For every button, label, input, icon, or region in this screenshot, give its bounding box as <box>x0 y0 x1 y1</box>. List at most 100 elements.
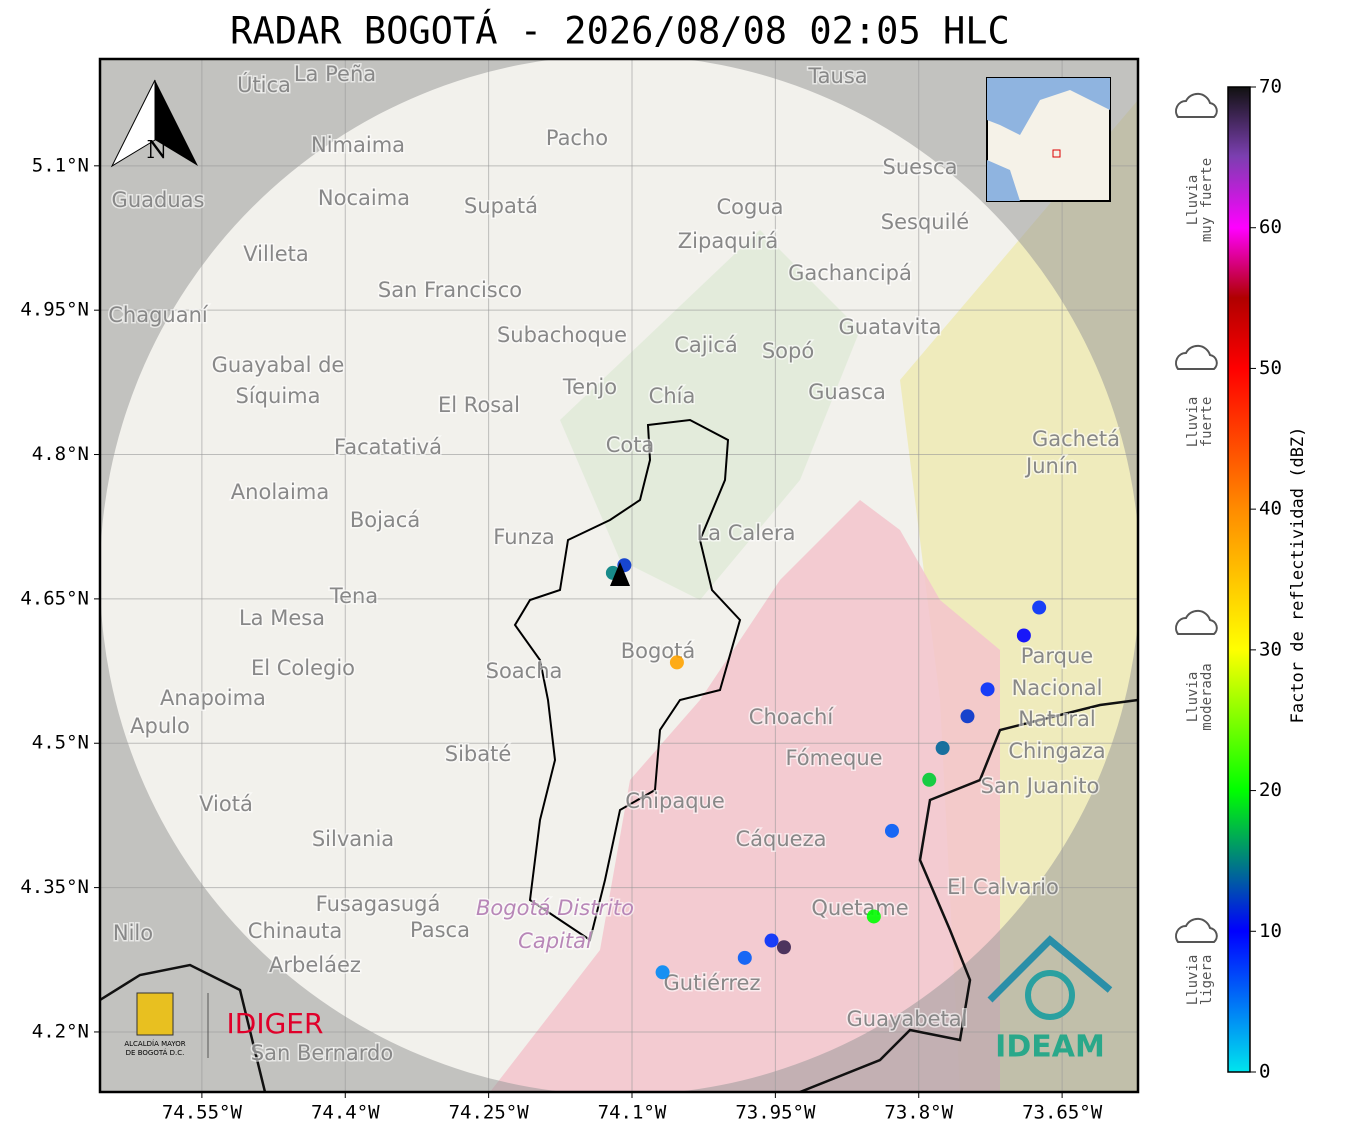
place-label: Chía <box>649 384 696 408</box>
place-label: Gachancipá <box>788 261 912 285</box>
place-label: Gachetá <box>1032 427 1120 451</box>
place-label: Tena <box>329 584 378 608</box>
y-tick-label: 4.5°N <box>32 732 89 754</box>
place-label: El Calvario <box>947 875 1059 899</box>
place-label: Supatá <box>464 194 538 218</box>
rain-label: Lluvia <box>1185 672 1201 723</box>
colorbar-tick-label: 20 <box>1259 779 1282 801</box>
rain-icon <box>1175 344 1218 370</box>
radar-echo <box>935 741 950 756</box>
place-label: Viotá <box>199 792 253 816</box>
place-label: Facatativá <box>334 435 442 459</box>
place-label: Bogotá <box>621 639 696 663</box>
radar-echo <box>776 940 791 955</box>
place-label: Tausa <box>807 64 867 88</box>
place-label: Bojacá <box>350 508 420 532</box>
place-label: La Peña <box>294 62 376 86</box>
place-label: Villeta <box>243 242 308 266</box>
colorbar-label: Factor de reflectividad (dBZ) <box>1288 427 1308 724</box>
place-label: Parque <box>1021 644 1093 668</box>
place-label: Pasca <box>410 918 470 942</box>
radar-echo <box>655 965 670 980</box>
place-label: Capital <box>518 929 592 953</box>
place-label: Zipaquirá <box>678 229 778 253</box>
place-label: Anolaima <box>231 480 329 504</box>
place-label: Síquima <box>236 384 321 408</box>
rain-icon <box>1175 917 1218 943</box>
place-label: Nacional <box>1012 676 1103 700</box>
title: RADAR BOGOTÁ - 2026/08/08 02:05 HLC <box>230 9 1010 53</box>
place-label: El Rosal <box>438 393 520 417</box>
radar-echo <box>922 772 937 787</box>
rain-label: Lluvia <box>1185 175 1201 226</box>
colorbar-tick-label: 30 <box>1259 638 1282 660</box>
place-label: Sopó <box>762 339 814 363</box>
place-label: Subachoque <box>497 323 627 347</box>
place-label: Pacho <box>546 126 608 150</box>
place-label: La Calera <box>696 521 795 545</box>
place-label: Choachí <box>749 705 835 729</box>
x-tick-label: 74.55°W <box>162 1102 243 1124</box>
place-label: Cogua <box>716 195 783 219</box>
place-label: Chipaque <box>625 789 725 813</box>
place-label: Sibaté <box>445 742 512 766</box>
x-tick-label: 73.65°W <box>1022 1102 1103 1124</box>
rain-label: ligera <box>1199 955 1215 1006</box>
y-tick-label: 4.65°N <box>20 587 89 609</box>
place-label: Cajicá <box>674 333 738 357</box>
ideam-logo: IDEAM <box>995 1030 1105 1065</box>
place-label: San Francisco <box>378 278 522 302</box>
radar-echo <box>1032 600 1047 615</box>
place-label: Fusagasugá <box>316 892 441 916</box>
place-label: Tenjo <box>562 375 617 399</box>
place-label: Chaguaní <box>108 303 209 327</box>
place-label: Gutiérrez <box>664 971 761 995</box>
colorbar-tick-label: 40 <box>1259 498 1282 520</box>
place-label: Guaduas <box>112 188 205 212</box>
place-label: Chinauta <box>248 919 342 943</box>
place-label: Soacha <box>486 659 563 683</box>
place-label: Nocaima <box>318 186 410 210</box>
radar-echo <box>764 933 779 948</box>
place-label: La Mesa <box>239 606 325 630</box>
place-label: Funza <box>493 525 554 549</box>
colorbar-tick-label: 70 <box>1259 76 1282 98</box>
place-label: Anapoima <box>160 686 266 710</box>
radar-echo <box>866 909 881 924</box>
place-label: San Juanito <box>981 774 1100 798</box>
y-tick-label: 4.95°N <box>20 299 89 321</box>
place-label: Arbeláez <box>269 953 361 977</box>
place-label: Silvania <box>312 827 394 851</box>
place-label: Útica <box>237 72 291 97</box>
x-tick-label: 74.4°W <box>311 1102 380 1124</box>
rain-label: muy fuerte <box>1199 158 1215 242</box>
place-label: Natural <box>1018 707 1095 731</box>
place-label: Sesquilé <box>881 210 969 234</box>
radar-echo <box>960 709 975 724</box>
x-tick-label: 74.25°W <box>449 1102 530 1124</box>
north-label: N <box>147 136 168 164</box>
inset-map <box>986 77 1111 202</box>
y-tick-label: 5.1°N <box>32 154 89 176</box>
x-tick-label: 73.8°W <box>884 1102 953 1124</box>
y-tick-label: 4.2°N <box>32 1020 89 1042</box>
logos: ALCALDÍA MAYOR DE BOGOTÁ D.C. IDIGER IDE… <box>124 935 1113 1065</box>
logo-text: ALCALDÍA MAYOR <box>124 1039 185 1048</box>
x-tick-label: 73.95°W <box>735 1102 816 1124</box>
logo-text: DE BOGOTÁ D.C. <box>126 1048 185 1057</box>
place-label: Guasca <box>808 380 886 404</box>
colorbar-tick-label: 10 <box>1259 920 1282 942</box>
place-label: Bogotá Distrito <box>476 896 634 920</box>
rain-label: moderada <box>1199 663 1215 730</box>
rain-label: Lluvia <box>1185 955 1201 1006</box>
radar-echo <box>669 655 684 670</box>
place-label: Suesca <box>883 155 958 179</box>
rain-label: Lluvia <box>1185 397 1201 448</box>
x-tick-label: 74.1°W <box>598 1102 667 1124</box>
place-label: Guatavita <box>839 315 942 339</box>
y-tick-label: 4.8°N <box>32 443 89 465</box>
place-label: Nimaima <box>311 133 405 157</box>
place-label: Cota <box>606 433 655 457</box>
colorbar-tick-label: 50 <box>1259 357 1282 379</box>
